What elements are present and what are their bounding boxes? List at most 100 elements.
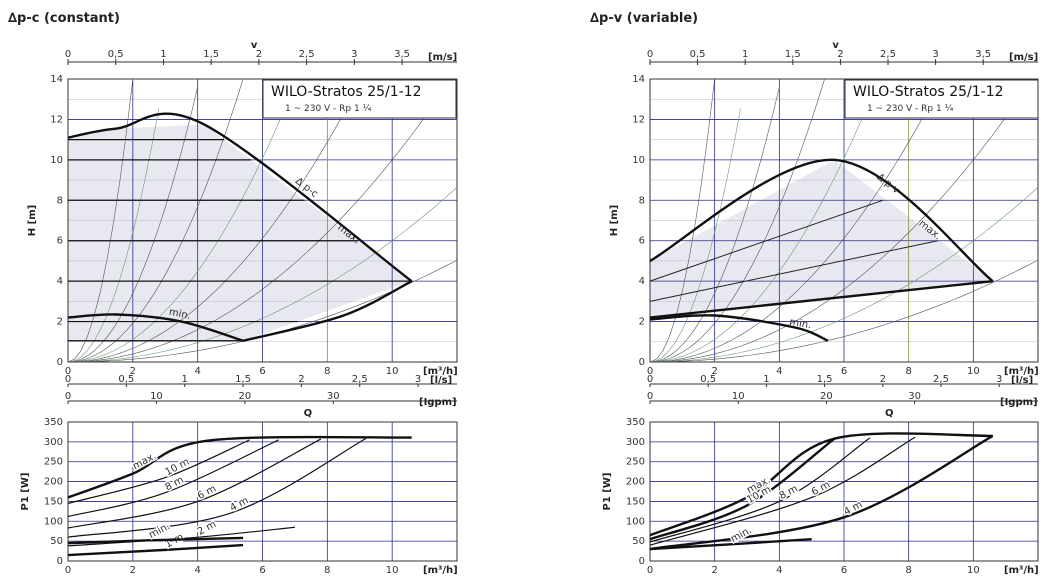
y-tick-label: 0 [57,556,63,567]
power-curve-label: 4 m [228,495,250,514]
velocity-tick-label: 1 [742,49,748,60]
power-curve [67,435,412,499]
power-curve [67,526,295,547]
x-tick-label: 2 [711,565,717,576]
y-tick-label: 8 [57,195,63,206]
igpm-tick-label: 0 [647,391,653,402]
max-curve [67,112,413,283]
y-tick-label: 4 [639,276,645,287]
plot-frame [67,421,458,562]
x-tick-label: 8 [324,366,330,377]
power-chart: 0 50 100 150 200 250 300 350 0 2 4 6 8 10 [m³/h] P1 [W]… [20,417,458,576]
plot-frame [649,78,1039,363]
panel-title: ∆p-c (constant) [8,11,120,26]
y-tick-label: 2 [639,317,645,328]
velocity-tick-label: 1 [160,49,166,60]
x-tick-label: 0 [65,366,71,377]
y-tick-label: 50 [632,536,645,547]
product-spec: 1 ~ 230 V - Rp 1 ¼ [285,104,372,114]
x-tick-label: 0 [647,565,653,576]
power-curve [67,439,279,518]
power-curve [649,437,836,541]
system-curve [68,84,296,362]
y-tick-label: 250 [44,457,63,468]
min-curve [649,314,829,342]
velocity-tick-label: 0,5 [108,49,124,60]
y-tick-label: 250 [626,457,645,468]
system-curve [650,79,715,362]
y-axis-label: P1 [W] [602,473,613,511]
x-tick-label: 2 [130,565,136,576]
x-tick-label: 4 [776,366,782,377]
x-tick-label: 2 [130,366,136,377]
y-tick-label: 14 [50,74,63,85]
igpm-tick-label: 0 [65,391,71,402]
system-curve [650,87,780,362]
y-axis-label: H [m] [609,205,620,236]
ls-tick-label: 0,5 [700,374,716,385]
x-tick-label: 4 [194,565,200,576]
y-tick-label: 8 [639,195,645,206]
y-tick-label: 50 [50,536,63,547]
velocity-tick-label: 0,5 [690,49,706,60]
q-label: Q [304,408,313,419]
x-tick-label: 10 [386,366,399,377]
product-name: WILO-Stratos 25/1-12 [853,84,1004,100]
system-curve [68,80,451,362]
x-unit-label: [m³/h] [423,565,458,576]
velocity-tick-label: 3,5 [975,49,991,60]
ls-tick-label: 0 [647,374,653,385]
x-tick-label: 2 [711,366,717,377]
igpm-unit: [Igpm] [1000,397,1038,408]
x-tick-label: 8 [905,366,911,377]
system-curve [650,108,741,362]
igpm-tick-label: 20 [820,391,833,402]
y-tick-label: 350 [626,417,645,428]
power-curve [67,543,244,557]
igpm-tick-label: 30 [327,391,340,402]
y-tick-label: 100 [44,516,63,527]
power-curve-label: 10 m [163,456,191,478]
y-tick-label: 12 [50,114,63,125]
product-name: WILO-Stratos 25/1-12 [271,84,422,100]
dp-label: ∆ p-v [874,171,902,196]
system-curve [650,79,825,362]
y-tick-label: 12 [632,114,645,125]
system-curve [650,84,877,362]
power-curve [649,437,871,543]
ls-unit: [l/s] [1011,375,1033,386]
velocity-tick-label: 2 [837,49,843,60]
y-axis-label: P1 [W] [20,473,31,511]
q-label: Q [885,408,894,419]
panel-title: ∆p-v (variable) [590,11,698,26]
system-curve [650,80,1032,362]
velocity-tick-label: 2 [256,49,262,60]
velocity-tick-label: 0 [65,49,71,60]
y-axis-label: H [m] [27,205,38,236]
velocity-tick-label: 1,5 [785,49,801,60]
x-tick-label: 10 [967,366,980,377]
system-curve [68,87,198,362]
igpm-tick-label: 10 [732,391,745,402]
y-tick-label: 200 [44,477,63,488]
x-tick-label: 6 [841,565,847,576]
x-tick-label: 4 [194,366,200,377]
power-curve [67,438,322,529]
ls-tick-label: 2 [298,374,304,385]
igpm-tick-label: 10 [150,391,163,402]
ls-tick-label: 1 [182,374,188,385]
ls-unit: [l/s] [430,375,452,386]
y-tick-label: 14 [632,74,645,85]
y-tick-label: 10 [50,155,63,166]
velocity-tick-label: 3 [351,49,357,60]
plot-frame [67,78,458,363]
y-tick-label: 10 [632,155,645,166]
power-curve-label: max. [131,451,158,472]
min-label: min. [168,307,192,322]
plot-frame [649,421,1039,562]
power-curve-label: 8 m [778,483,800,502]
y-tick-label: 100 [626,516,645,527]
